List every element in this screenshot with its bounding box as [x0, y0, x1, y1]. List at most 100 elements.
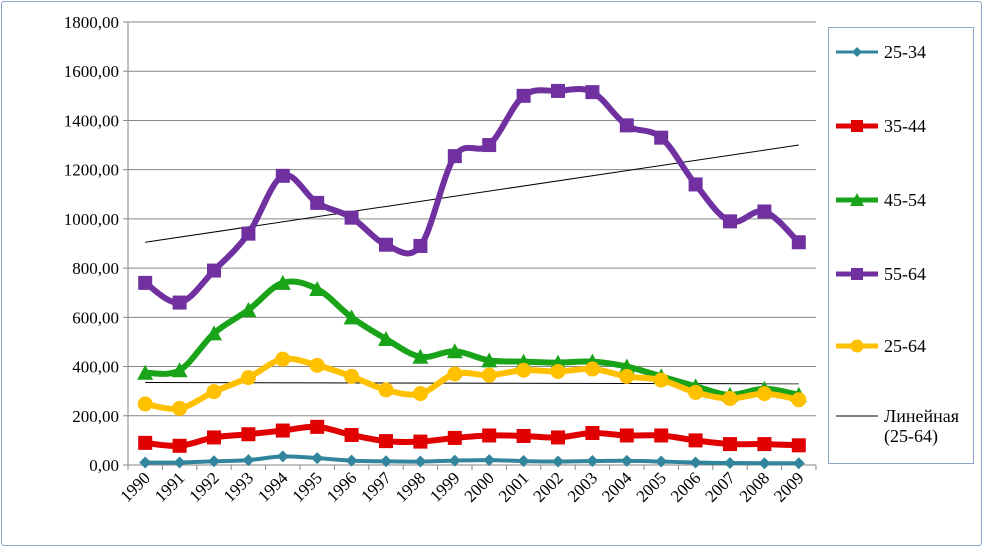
data-point	[447, 430, 462, 445]
y-tick-label: 1800,00	[64, 13, 119, 32]
legend-marker	[852, 47, 862, 57]
data-point	[791, 392, 807, 408]
y-tick-label: 1200,00	[64, 161, 119, 180]
legend-item: 25-64	[829, 334, 975, 358]
data-point	[447, 149, 462, 164]
data-point	[208, 455, 220, 468]
data-point	[688, 177, 703, 192]
data-point	[619, 368, 635, 384]
x-tick-label: 2002	[529, 468, 566, 505]
series-35-44	[138, 419, 806, 453]
legend-marker	[850, 339, 864, 353]
x-tick-label: 2007	[701, 468, 739, 506]
data-point	[689, 456, 702, 469]
data-point	[379, 434, 393, 449]
x-tick-label: 2003	[564, 468, 601, 505]
data-point	[482, 138, 497, 153]
data-point	[757, 204, 772, 219]
data-point	[310, 419, 325, 434]
data-point	[446, 343, 463, 359]
x-tick-label: 2008	[736, 468, 773, 505]
data-point	[791, 235, 806, 250]
data-point	[240, 370, 256, 386]
data-point	[139, 456, 152, 469]
data-point	[791, 438, 806, 453]
data-point	[276, 450, 289, 463]
legend-symbol	[836, 268, 878, 280]
data-point	[172, 438, 187, 453]
series-line	[142, 86, 802, 306]
data-point	[172, 400, 188, 416]
data-point	[378, 330, 394, 346]
data-point	[585, 85, 600, 100]
data-point	[552, 455, 564, 468]
data-point	[345, 454, 358, 467]
series-25-34	[139, 450, 805, 470]
legend-symbol	[836, 47, 878, 57]
data-point	[792, 457, 805, 470]
data-point	[173, 456, 186, 469]
legend-item: 35-44	[829, 114, 975, 138]
data-point	[688, 433, 703, 448]
data-point	[412, 348, 429, 364]
data-point	[378, 382, 394, 398]
x-tick-label: 1995	[289, 468, 326, 505]
x-tick-label: 2004	[598, 468, 636, 506]
data-point	[242, 454, 255, 467]
data-point	[551, 83, 565, 98]
x-tick-label: 2001	[495, 468, 532, 505]
x-tick-label: 1991	[151, 468, 188, 505]
data-point	[413, 238, 428, 253]
data-point	[584, 361, 600, 377]
data-point	[240, 301, 257, 317]
y-axis: 0,00 200,00 400,00 600,00 800,00 1000,00 1200,…	[64, 13, 129, 475]
data-point	[481, 367, 497, 383]
data-point	[448, 454, 461, 467]
legend-label: 25-64	[884, 336, 926, 356]
legend-symbol	[836, 415, 878, 417]
x-tick-label: 1999	[426, 468, 463, 505]
data-point	[688, 384, 704, 400]
x-tick-label: 1996	[323, 468, 360, 505]
x-tick-label: 2009	[770, 468, 807, 505]
data-point	[654, 428, 669, 443]
data-point	[241, 427, 256, 442]
data-point	[619, 428, 634, 443]
data-point	[241, 226, 256, 241]
legend-label: 55-64	[884, 264, 926, 284]
data-point	[137, 396, 153, 412]
data-point	[274, 274, 291, 290]
data-point	[482, 428, 497, 443]
data-point	[275, 168, 290, 183]
data-point	[344, 427, 359, 442]
legend-item: 45-54	[829, 188, 975, 212]
data-point	[309, 281, 326, 297]
y-tick-label: 600,00	[72, 308, 119, 327]
legend-item: 25-34	[829, 40, 975, 64]
x-tick-label: 1994	[254, 468, 292, 506]
data-point	[412, 386, 428, 402]
y-tick-label: 1400,00	[64, 111, 119, 130]
data-point	[344, 210, 359, 225]
y-tick-label: 0,00	[89, 456, 119, 475]
data-point	[723, 214, 737, 229]
x-tick-label: 2005	[633, 468, 670, 505]
data-point	[551, 430, 565, 445]
legend: 25-34 35-44 45-54 55-64 25-64 Линейная (25-64…	[828, 27, 974, 464]
data-point	[344, 368, 360, 384]
series-55-64	[138, 83, 806, 310]
data-point	[756, 386, 772, 402]
data-point	[758, 457, 771, 470]
data-point	[138, 275, 153, 290]
legend-marker	[850, 193, 864, 206]
data-point	[481, 352, 498, 368]
data-point	[722, 391, 738, 407]
legend-symbol	[836, 120, 878, 132]
data-point	[483, 454, 496, 467]
data-point	[447, 366, 463, 382]
x-tick-label: 2006	[667, 468, 704, 505]
data-point	[206, 325, 222, 341]
data-point	[757, 437, 772, 452]
data-point	[619, 118, 634, 133]
